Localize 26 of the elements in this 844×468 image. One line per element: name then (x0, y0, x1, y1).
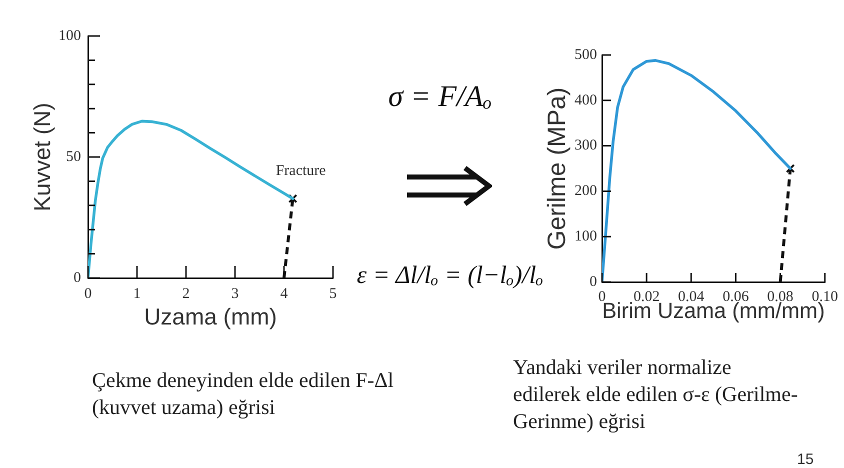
y-tick-label: 400 (574, 92, 597, 108)
text: 15 (797, 451, 814, 468)
x-axis-title: Uzama (mm) (144, 304, 277, 330)
x-tick-label: 0.02 (633, 288, 660, 305)
text: ε = Δl/lₒ = (l−lₒ)/lₒ (356, 261, 544, 291)
x-tick-label: 0 (84, 286, 92, 302)
x-tick-label: 0.04 (678, 288, 705, 305)
y-tick-label: 200 (574, 183, 597, 200)
y-tick-label: 100 (574, 228, 597, 245)
x-tick-label: 3 (231, 286, 239, 302)
x-tick-label: 5 (329, 286, 337, 302)
y-tick-label: 0 (74, 270, 81, 286)
y-tick-label: 100 (58, 28, 81, 44)
y-tick-label: 50 (66, 148, 81, 165)
y-axis-title: Kuvvet (N) (29, 102, 56, 212)
annotation: Fracture (276, 163, 326, 180)
x-tick-label: 1 (133, 286, 141, 302)
y-tick-label: 0 (590, 274, 597, 290)
y-tick-label: 300 (574, 138, 597, 154)
text: Çekme deneyinden elde edilen F-Δl (kuvvet uzama) eğrisi (92, 367, 395, 421)
text: σ = F/Aₒ (388, 79, 492, 115)
text: Yandaki veriler normalize edilerek elde edilen σ-ε (Gerilme-Gerinme) eğrisi (513, 354, 799, 435)
y-axis-title: Gerilme (MPa) (542, 87, 571, 250)
x-tick-label: 2 (182, 286, 190, 302)
y-tick-label: 500 (574, 46, 597, 63)
x-tick-label: 4 (280, 286, 288, 302)
